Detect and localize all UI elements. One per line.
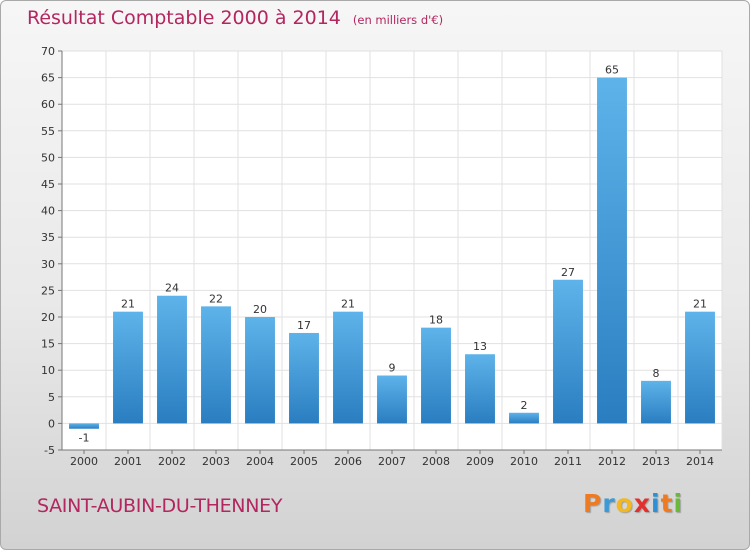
logo-letter: P — [583, 489, 603, 518]
data-label-2005: 17 — [297, 319, 311, 332]
bar-2002 — [157, 295, 187, 424]
proxiti-logo: Proxiti — [583, 489, 683, 518]
data-labels: -1 21 24 22 20 17 21 9 18 13 2 27 65 8 21 — [79, 64, 707, 445]
chart-subtitle: (en milliers d'€) — [352, 13, 444, 27]
logo-letter: r — [602, 489, 616, 518]
bar-2014 — [685, 311, 715, 424]
y-tick-label: 20 — [41, 311, 55, 324]
data-label-2000: -1 — [79, 432, 90, 445]
y-tick-label: 50 — [41, 151, 55, 164]
y-tick-label: 70 — [41, 45, 55, 58]
x-tick-label: 2004 — [246, 455, 274, 468]
data-label-2001: 21 — [121, 298, 135, 311]
data-label-2014: 21 — [693, 298, 707, 311]
commune-name: SAINT-AUBIN-DU-THENNEY — [37, 495, 283, 517]
bars — [69, 77, 715, 429]
bar-2004 — [245, 317, 275, 424]
data-label-2006: 21 — [341, 298, 355, 311]
y-tick-label: 40 — [41, 205, 55, 218]
bar-2006 — [333, 311, 363, 424]
logo-letter: x — [633, 489, 651, 518]
y-tick-label: 15 — [41, 338, 55, 351]
bar-2007 — [377, 375, 407, 424]
data-label-2011: 27 — [561, 266, 575, 279]
logo-letter: i — [651, 489, 661, 518]
x-tick-label: 2010 — [510, 455, 538, 468]
bar-2005 — [289, 332, 319, 424]
bar-2003 — [201, 306, 231, 424]
y-tick-label: 55 — [41, 125, 55, 138]
logo-letter: o — [615, 489, 634, 518]
x-tick-label: 2014 — [686, 455, 714, 468]
x-tick-label: 2013 — [642, 455, 670, 468]
x-tick-label: 2007 — [378, 455, 406, 468]
data-label-2010: 2 — [521, 399, 528, 412]
x-tick-label: 2008 — [422, 455, 450, 468]
bar-2001 — [113, 311, 143, 424]
y-tick-label: 30 — [41, 258, 55, 271]
y-tick-label: 65 — [41, 72, 55, 85]
y-tick-label: 35 — [41, 231, 55, 244]
bar-2000 — [69, 423, 99, 429]
x-tick-label: 2000 — [70, 455, 98, 468]
x-tick-label: 2003 — [202, 455, 230, 468]
data-label-2012: 65 — [605, 64, 619, 77]
chart-title-main: Résultat Comptable 2000 à 2014 — [27, 7, 341, 29]
data-label-2004: 20 — [253, 303, 267, 316]
x-tick-label: 2011 — [554, 455, 582, 468]
logo-letter: t — [660, 489, 674, 518]
bar-2009 — [465, 354, 495, 424]
bar-2013 — [641, 380, 671, 424]
x-tick-label: 2005 — [290, 455, 318, 468]
y-tick-label: 45 — [41, 178, 55, 191]
data-label-2003: 22 — [209, 292, 223, 305]
data-label-2007: 9 — [389, 362, 396, 375]
data-label-2002: 24 — [165, 282, 179, 295]
axes: -5 0 5 10 15 20 25 30 35 40 45 50 55 60 65 70 2000 2001 20… — [41, 45, 722, 468]
bar-2010 — [509, 412, 539, 424]
data-label-2013: 8 — [653, 367, 660, 380]
x-tick-label: 2001 — [114, 455, 142, 468]
y-tick-label: 5 — [48, 391, 55, 404]
y-tick-label: 60 — [41, 98, 55, 111]
y-tick-label: 0 — [48, 417, 55, 430]
bar-2008 — [421, 327, 451, 424]
chart-title: Résultat Comptable 2000 à 2014 (en millie… — [27, 7, 443, 29]
bar-2012 — [597, 77, 627, 424]
bar-2011 — [553, 279, 583, 424]
data-label-2009: 13 — [473, 340, 487, 353]
y-tick-label: -5 — [44, 444, 55, 457]
x-tick-label: 2012 — [598, 455, 626, 468]
logo-letter: i — [673, 489, 684, 518]
x-tick-label: 2002 — [158, 455, 186, 468]
y-tick-label: 10 — [41, 364, 55, 377]
data-label-2008: 18 — [429, 314, 443, 327]
y-tick-label: 25 — [41, 284, 55, 297]
x-tick-label: 2009 — [466, 455, 494, 468]
x-tick-label: 2006 — [334, 455, 362, 468]
